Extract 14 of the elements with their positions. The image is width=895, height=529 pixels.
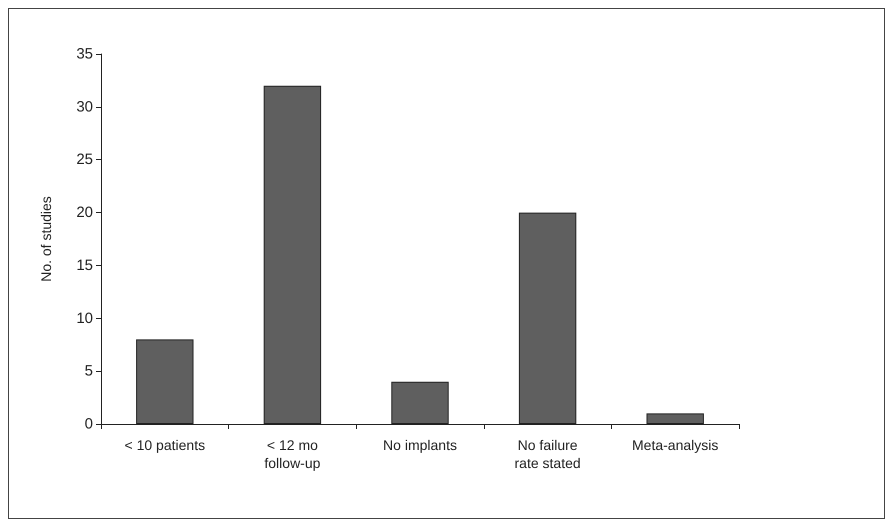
y-tick-label: 20 xyxy=(76,204,93,222)
y-tick-label: 35 xyxy=(76,46,93,62)
y-tick-label: 15 xyxy=(76,256,93,274)
y-tick-label: 0 xyxy=(84,416,93,432)
x-tick-label: No failure rate stated xyxy=(514,437,581,471)
y-tick-label: 30 xyxy=(76,98,93,116)
y-axis-title: No. of studies xyxy=(38,196,54,282)
x-tick-label: No implants xyxy=(383,437,457,453)
y-tick-label: 10 xyxy=(76,310,93,327)
y-tick-label: 5 xyxy=(84,362,93,380)
x-tick-label: < 10 patients xyxy=(124,437,206,453)
x-tick-label: Meta-analysis xyxy=(632,437,718,453)
y-tick-label: 25 xyxy=(76,151,93,168)
x-tick-label: < 12 mo follow-up xyxy=(264,437,321,471)
